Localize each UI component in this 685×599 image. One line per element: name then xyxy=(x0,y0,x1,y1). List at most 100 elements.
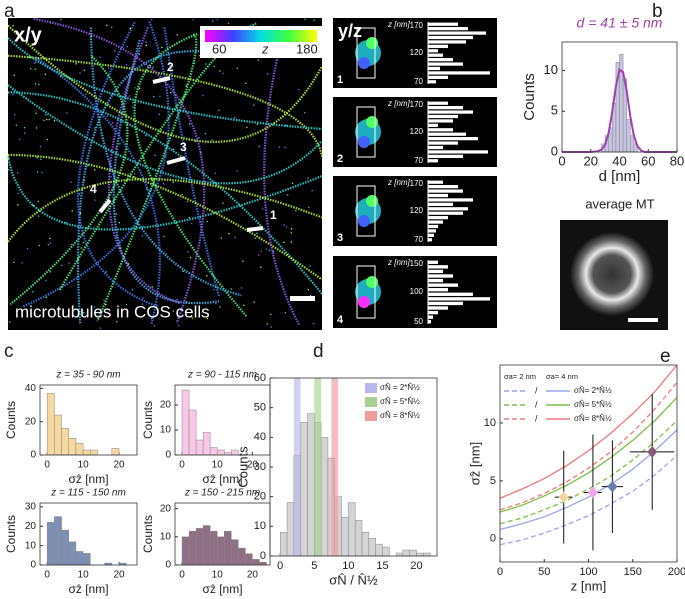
filament xyxy=(7,54,324,157)
filaments xyxy=(6,17,324,329)
speck xyxy=(33,39,36,41)
bar xyxy=(428,110,473,114)
speck xyxy=(68,262,70,264)
bar xyxy=(428,233,434,237)
speck xyxy=(158,113,160,116)
speck xyxy=(45,296,47,298)
bar xyxy=(626,119,631,153)
z-tick-label: 170 xyxy=(410,179,424,188)
speck xyxy=(227,22,230,24)
filament xyxy=(7,24,323,143)
point xyxy=(587,486,598,499)
speck xyxy=(120,95,122,97)
speck xyxy=(146,188,148,190)
bar xyxy=(216,449,225,456)
bar xyxy=(216,536,225,566)
bar xyxy=(46,393,55,456)
speck xyxy=(258,254,260,256)
roi-box xyxy=(356,265,376,319)
bar xyxy=(428,66,440,71)
filament xyxy=(35,56,161,326)
speck xyxy=(202,94,204,97)
bar xyxy=(630,135,635,153)
speck xyxy=(41,171,43,174)
speck xyxy=(154,154,156,156)
speck xyxy=(151,317,153,320)
z-tick-label: 70 xyxy=(414,235,423,244)
y-tick-label: 0 xyxy=(490,533,496,545)
speck xyxy=(205,63,207,65)
bar xyxy=(428,123,438,127)
speck xyxy=(205,140,207,143)
y-axis-label: Counts xyxy=(141,401,155,439)
legend-label: σN̂ = 2*N̂½ xyxy=(380,383,420,392)
y-axis-label: Counts xyxy=(4,401,18,439)
z-tick-label: 120 xyxy=(410,206,424,215)
panel-label: c xyxy=(4,341,14,362)
speck xyxy=(21,262,23,264)
x-tick-label: 20 xyxy=(410,560,422,572)
bar xyxy=(428,114,458,119)
bar xyxy=(428,106,463,110)
bar xyxy=(428,145,443,150)
speck xyxy=(222,72,224,75)
speck xyxy=(65,221,67,224)
speck xyxy=(85,93,87,95)
x-tick-label: 20 xyxy=(113,570,125,581)
x-tick-label: 15 xyxy=(376,560,388,572)
speck xyxy=(183,109,185,111)
speck xyxy=(65,251,67,254)
filament xyxy=(7,84,323,185)
speck xyxy=(164,155,166,157)
bar xyxy=(195,528,204,566)
roi-box xyxy=(356,106,376,158)
speck xyxy=(236,170,238,172)
speck xyxy=(115,236,118,238)
bar xyxy=(428,185,458,189)
speck xyxy=(47,243,50,246)
bar xyxy=(368,537,376,557)
speck xyxy=(49,271,51,273)
speck xyxy=(28,56,31,59)
speck xyxy=(176,298,178,301)
speck xyxy=(37,215,40,217)
bar xyxy=(428,189,463,193)
speck xyxy=(70,181,72,183)
curve xyxy=(499,429,678,531)
x-axis-label: σẑ [nm] xyxy=(68,582,108,596)
speck xyxy=(213,288,215,291)
speck xyxy=(142,297,144,299)
bar xyxy=(428,207,468,211)
speck xyxy=(188,123,191,125)
speck xyxy=(215,302,217,305)
band xyxy=(331,378,339,556)
legend-label: σN̂= 5*N̂½ xyxy=(574,400,612,409)
y-tick-label: 20 xyxy=(25,416,37,427)
speck xyxy=(49,242,52,244)
colorbar-label: z xyxy=(261,41,269,56)
speck xyxy=(129,27,131,30)
bar xyxy=(423,552,431,557)
chart-title: z = 35 - 90 nm xyxy=(55,370,120,381)
y-tick-label: 0 xyxy=(260,550,266,562)
speck xyxy=(131,289,134,291)
speck xyxy=(99,327,102,329)
legend-header: σa= 4 nm xyxy=(546,372,578,381)
y-tick-label: 60 xyxy=(254,372,266,384)
roi-box xyxy=(356,185,376,237)
speck xyxy=(204,132,207,135)
speck xyxy=(254,237,256,239)
legend-swatch xyxy=(365,411,377,421)
plot-frame xyxy=(39,502,138,566)
speck xyxy=(304,18,306,20)
bar xyxy=(428,128,453,132)
bar xyxy=(428,315,433,319)
speck xyxy=(192,19,194,21)
speck xyxy=(257,59,259,61)
x-tick-label: 5 xyxy=(311,560,317,572)
bar xyxy=(307,413,315,557)
bar xyxy=(428,306,448,310)
speck xyxy=(151,286,153,288)
filament xyxy=(163,27,221,297)
x-tick-label: 20 xyxy=(247,460,259,471)
